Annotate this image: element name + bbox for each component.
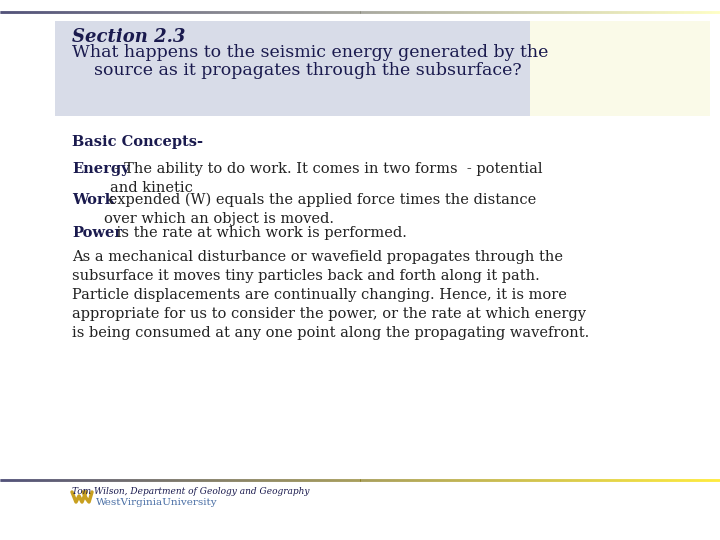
Text: source as it propagates through the subsurface?: source as it propagates through the subs… bbox=[72, 62, 521, 79]
Text: Basic Concepts-: Basic Concepts- bbox=[72, 135, 203, 149]
Text: is the rate at which work is performed.: is the rate at which work is performed. bbox=[112, 226, 407, 240]
FancyBboxPatch shape bbox=[55, 21, 530, 116]
Text: Section 2.3: Section 2.3 bbox=[72, 28, 185, 46]
Text: What happens to the seismic energy generated by the: What happens to the seismic energy gener… bbox=[72, 44, 549, 61]
Text: Tom Wilson, Department of Geology and Geography: Tom Wilson, Department of Geology and Ge… bbox=[72, 487, 310, 496]
Text: Work: Work bbox=[72, 193, 114, 207]
Text: WestVirginiaUniversity: WestVirginiaUniversity bbox=[96, 498, 217, 507]
FancyBboxPatch shape bbox=[530, 21, 710, 116]
Text: As a mechanical disturbance or wavefield propagates through the
subsurface it mo: As a mechanical disturbance or wavefield… bbox=[72, 250, 589, 340]
Text: expended (W) equals the applied force times the distance
over which an object is: expended (W) equals the applied force ti… bbox=[104, 193, 536, 226]
Text: Energy: Energy bbox=[72, 162, 130, 176]
Text: Power: Power bbox=[72, 226, 122, 240]
Text: - The ability to do work. It comes in two forms  - potential
and kinetic: - The ability to do work. It comes in tw… bbox=[110, 162, 542, 195]
